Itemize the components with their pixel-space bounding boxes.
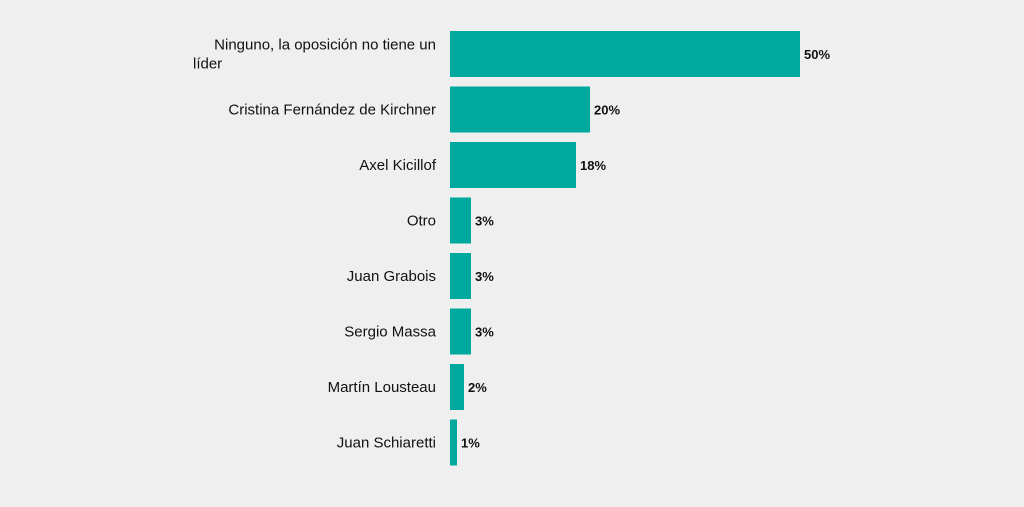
category-label: Cristina Fernández de Kirchner	[228, 102, 436, 119]
bar	[450, 86, 590, 133]
value-label: 3%	[475, 325, 494, 340]
category-label: Juan Grabois	[347, 268, 436, 285]
value-label: 3%	[475, 214, 494, 229]
value-label: 2%	[468, 380, 487, 395]
category-label: Martín Lousteau	[328, 379, 436, 396]
value-label: 20%	[594, 103, 620, 118]
bar	[450, 253, 471, 299]
category-label: Juan Schiaretti	[337, 435, 436, 452]
bar	[450, 419, 457, 466]
bar	[450, 308, 471, 355]
category-label: Sergio Massa	[344, 324, 436, 341]
value-label: 1%	[461, 436, 480, 451]
value-label: 3%	[475, 269, 494, 284]
bar	[450, 31, 800, 77]
category-label: Ninguno, la oposición no tiene un	[214, 37, 436, 54]
value-label: 18%	[580, 158, 606, 173]
category-label: Otro	[407, 213, 436, 230]
bar	[450, 197, 471, 244]
bar	[450, 364, 464, 410]
bar	[450, 142, 576, 188]
value-label: 50%	[804, 47, 830, 62]
category-label: Axel Kicillof	[359, 157, 437, 174]
category-label: líder	[193, 56, 222, 73]
